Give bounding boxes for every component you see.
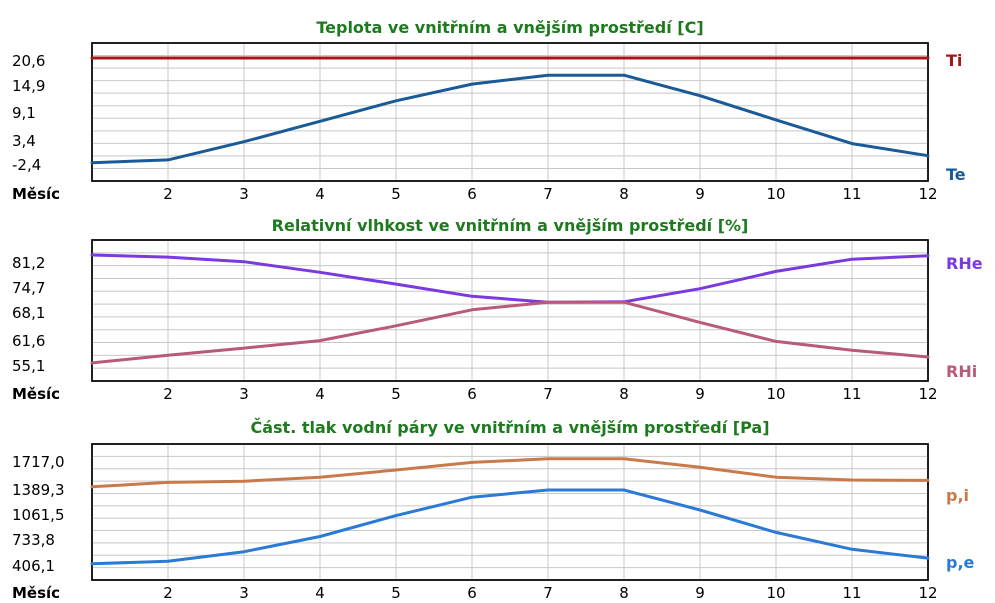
chart-title: Teplota ve vnitřním a vnějším prostředí … xyxy=(316,18,703,37)
plot-border xyxy=(91,239,929,382)
x-tick-label: 9 xyxy=(695,185,705,203)
x-tick-label: 10 xyxy=(766,185,785,203)
grid xyxy=(92,240,928,381)
x-axis-label: Měsíc xyxy=(12,185,60,203)
plot-area xyxy=(91,239,929,382)
x-tick-label: 3 xyxy=(239,385,249,403)
x-tick-label: 7 xyxy=(543,385,553,403)
plot-border xyxy=(91,42,929,182)
x-tick-label: 10 xyxy=(766,584,785,602)
x-tick-label: 8 xyxy=(619,385,629,403)
y-tick-label: 55,1 xyxy=(12,357,45,375)
x-tick-label: 5 xyxy=(391,584,401,602)
x-tick-label: 5 xyxy=(391,185,401,203)
series-label: RHe xyxy=(946,254,983,273)
y-tick-label: 81,2 xyxy=(12,254,45,272)
x-tick-label: 8 xyxy=(619,185,629,203)
plot-border xyxy=(91,443,929,581)
y-tick-label: 61,6 xyxy=(12,332,45,350)
y-tick-label: 1061,5 xyxy=(12,506,65,524)
plot-area xyxy=(91,443,929,581)
x-tick-label: 5 xyxy=(391,385,401,403)
x-tick-label: 9 xyxy=(695,385,705,403)
x-tick-label: 8 xyxy=(619,584,629,602)
x-tick-label: 10 xyxy=(766,385,785,403)
series-label: RHi xyxy=(946,362,977,381)
x-tick-label: 2 xyxy=(163,185,173,203)
x-tick-label: 12 xyxy=(918,584,937,602)
series-line-pi xyxy=(90,457,930,489)
x-tick-label: 3 xyxy=(239,584,249,602)
chart-title: Část. tlak vodní páry ve vnitřním a vněj… xyxy=(250,418,769,437)
y-tick-label: 1389,3 xyxy=(12,481,65,499)
series-label: Te xyxy=(946,165,966,184)
x-tick-label: 4 xyxy=(315,385,325,403)
series-label: Ti xyxy=(946,51,962,70)
y-tick-label: 74,7 xyxy=(12,279,45,297)
y-tick-label: 1717,0 xyxy=(12,453,65,471)
series-line-rhe xyxy=(90,253,930,304)
y-tick-label: 9,1 xyxy=(12,104,36,122)
x-axis-label: Měsíc xyxy=(12,584,60,602)
y-tick-label: 3,4 xyxy=(12,132,36,150)
x-tick-label: 11 xyxy=(842,584,861,602)
series-label: p,i xyxy=(946,486,969,505)
y-tick-label: 20,6 xyxy=(12,52,45,70)
chart-panel-1: Teplota ve vnitřním a vnějším prostředí … xyxy=(12,18,966,203)
x-tick-label: 6 xyxy=(467,385,477,403)
x-axis-label: Měsíc xyxy=(12,385,60,403)
y-tick-label: 14,9 xyxy=(12,77,45,95)
chart-panel-3: Část. tlak vodní páry ve vnitřním a vněj… xyxy=(12,418,975,602)
x-tick-label: 12 xyxy=(918,385,937,403)
series-line-te xyxy=(90,73,930,165)
y-tick-label: 733,8 xyxy=(12,531,55,549)
x-tick-label: 11 xyxy=(842,385,861,403)
x-tick-label: 6 xyxy=(467,584,477,602)
x-tick-label: 2 xyxy=(163,584,173,602)
chart-title: Relativní vlhkost ve vnitřním a vnějším … xyxy=(272,216,749,235)
x-tick-label: 12 xyxy=(918,185,937,203)
x-tick-label: 2 xyxy=(163,385,173,403)
x-tick-label: 3 xyxy=(239,185,249,203)
x-tick-label: 7 xyxy=(543,584,553,602)
series-line-rhi xyxy=(90,300,930,365)
x-tick-label: 4 xyxy=(315,584,325,602)
x-tick-label: 4 xyxy=(315,185,325,203)
y-tick-label: 406,1 xyxy=(12,557,55,575)
x-tick-label: 9 xyxy=(695,584,705,602)
plot-area xyxy=(91,42,929,182)
series-line-pe xyxy=(90,488,930,566)
chart-panel-2: Relativní vlhkost ve vnitřním a vnějším … xyxy=(12,216,983,403)
x-tick-label: 7 xyxy=(543,185,553,203)
y-tick-label: 68,1 xyxy=(12,304,45,322)
series-label: p,e xyxy=(946,553,975,572)
y-tick-label: -2,4 xyxy=(12,156,41,174)
x-tick-label: 6 xyxy=(467,185,477,203)
x-tick-label: 11 xyxy=(842,185,861,203)
